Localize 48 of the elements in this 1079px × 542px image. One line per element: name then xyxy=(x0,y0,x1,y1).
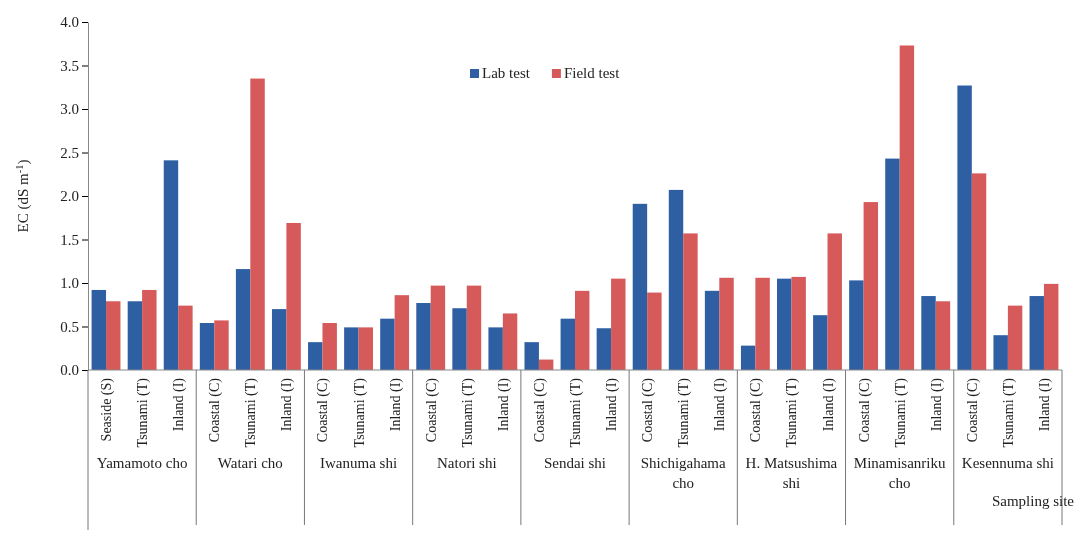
x-tick-label: Inland (I) xyxy=(928,377,945,432)
text: Minamisanriku cho xyxy=(853,455,946,491)
x-tick-label: Inland (I) xyxy=(387,377,404,432)
x-tick-label: Inland (I) xyxy=(171,377,188,432)
x-tick-label: Inland (I) xyxy=(279,377,296,432)
x-tick-label: Seaside (S) xyxy=(99,377,116,442)
x-tick-label: Inland (I) xyxy=(604,377,621,432)
legend-label: Lab test xyxy=(482,65,531,81)
x-tick-label: Coastal (C) xyxy=(640,377,657,443)
x-tick-label: Tsunami (T) xyxy=(1000,377,1017,448)
x-tick-label: Coastal (C) xyxy=(315,377,332,443)
text: Shichigahama cho xyxy=(640,455,727,491)
text: Watari cho xyxy=(217,455,283,471)
x-tick-label: Tsunami (T) xyxy=(568,377,584,448)
y-tick-label: 1.5 xyxy=(60,231,79,248)
x-tick-label: Tsunami (T) xyxy=(459,377,476,448)
x-tick-label: Coastal (C) xyxy=(856,377,873,443)
x-tick-label: Inland (I) xyxy=(820,377,837,432)
text: Kesennuma shi xyxy=(961,455,1054,471)
x-tick-label: Tsunami (T) xyxy=(676,377,693,448)
text: Natori shi xyxy=(436,455,497,471)
x-axis-title: Sampling site xyxy=(991,493,1075,509)
y-tick-label: 3.5 xyxy=(60,57,79,74)
legend-label: Field test xyxy=(563,65,621,81)
x-tick-label: Inland (I) xyxy=(495,377,512,432)
x-tick-label: Tsunami (T) xyxy=(351,377,368,448)
text: Yamamoto cho xyxy=(96,455,188,471)
x-tick-label: Inland (I) xyxy=(712,377,729,432)
x-tick-label: Coastal (C) xyxy=(964,377,981,443)
x-tick-label: Tsunami (T) xyxy=(892,377,909,448)
y-tick-label: 1.0 xyxy=(60,275,79,292)
y-tick-label: 0.5 xyxy=(60,318,79,335)
text: Sendai shi xyxy=(543,455,607,471)
x-tick-label: Coastal (C) xyxy=(748,377,765,443)
y-tick-label: 0.0 xyxy=(60,362,79,379)
y-tick-label: 2.0 xyxy=(60,188,79,205)
x-tick-label: Tsunami (T) xyxy=(243,377,260,448)
x-tick-label: Tsunami (T) xyxy=(784,377,801,448)
x-tick-label: Inland (I) xyxy=(1036,377,1053,432)
y-tick-label: 2.5 xyxy=(60,144,79,161)
x-tick-label: Coastal (C) xyxy=(207,377,224,443)
x-tick-label: Coastal (C) xyxy=(423,377,440,443)
y-tick-label: 3.0 xyxy=(60,101,79,118)
text: Iwanuma shi xyxy=(320,455,398,471)
x-tick-label: Tsunami (T) xyxy=(135,377,152,448)
x-tick-label: Coastal (C) xyxy=(531,377,548,443)
y-tick-label: 4.0 xyxy=(60,14,79,31)
text: H. Matsushima shi xyxy=(745,455,838,491)
